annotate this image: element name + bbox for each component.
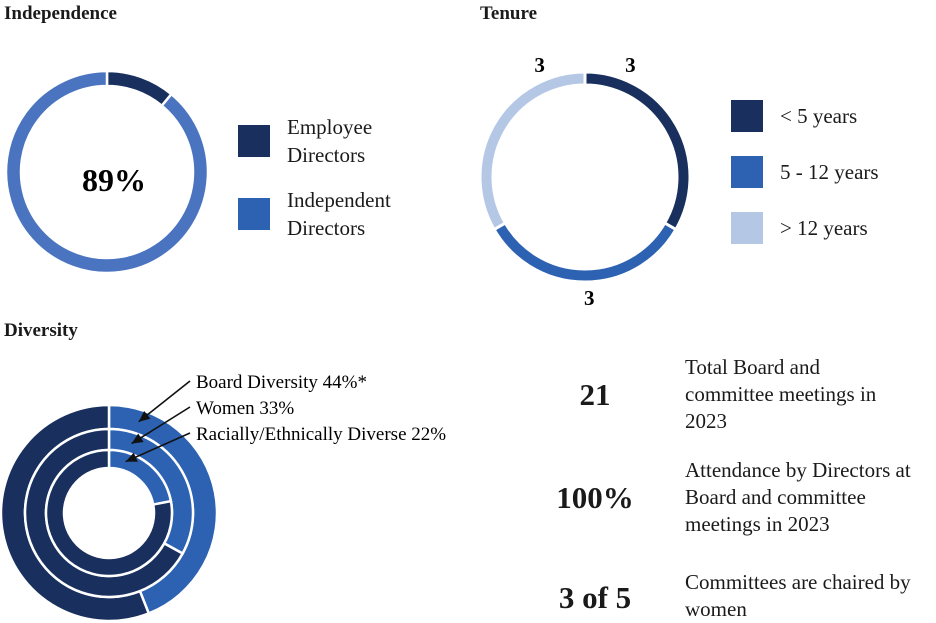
tenure-value-label-12-years: 3 [584, 286, 595, 310]
independence-center-value: 89% [82, 162, 146, 198]
meetings-count-value: 21 [579, 377, 611, 412]
tenure-slice-12-years [478, 70, 587, 232]
diversity-arrow-head-1 [138, 410, 151, 422]
tenure-slice-5-12-years [492, 220, 678, 284]
independence-legend-employee: Employee Directors [238, 113, 372, 169]
diversity-ring-3-remainder [44, 448, 174, 578]
diversity-arrow-line-3 [125, 432, 191, 463]
meetings-count-description: Total Board and committee meetings in 20… [685, 355, 877, 433]
independence-title: Independence [4, 3, 117, 24]
lt5-years-swatch [731, 100, 763, 132]
diversity-title: Diversity [4, 320, 78, 341]
diversity-nested-donut-chart: Board Diversity 44%* Women 33% Racially/… [0, 372, 446, 623]
tenure-legend-5-12: 5 - 12 years [731, 156, 879, 188]
tenure-slice-5-years [583, 70, 692, 232]
tenure-value-label-5-12-years: 3 [625, 53, 636, 77]
gt12-years-swatch [731, 212, 763, 244]
attendance-value: 100% [556, 480, 634, 515]
tenure-title: Tenure [480, 3, 538, 24]
5-12-years-swatch [731, 156, 763, 188]
independent-directors-label: Independent Directors [287, 188, 391, 240]
independence-slice-independent-directors [4, 69, 210, 275]
tenure-legend-gt12: > 12 years [731, 212, 868, 244]
committees-chaired-description: Committees are chaired by women [685, 570, 911, 621]
independence-legend-independent: Independent Directors [238, 186, 391, 242]
tenure-donut-chart: 3 3 3 [478, 53, 692, 310]
independence-donut-chart: 89% [4, 69, 210, 275]
5-12-years-label: 5 - 12 years [780, 160, 879, 184]
diversity-arrow-head-2 [131, 433, 144, 444]
attendance-description: Attendance by Directors at Board and com… [685, 458, 911, 536]
lt5-years-label: < 5 years [780, 104, 858, 128]
diversity-arrow-line-2 [131, 406, 191, 445]
independence-slice-employee-directors [105, 69, 174, 108]
employee-directors-swatch [238, 125, 270, 157]
board-diversity-annotation: Board Diversity 44%* [196, 372, 367, 393]
tenure-value-label-5-years: 3 [534, 53, 545, 77]
committees-chaired-value: 3 of 5 [558, 580, 632, 615]
tenure-legend-lt5: < 5 years [731, 100, 857, 132]
racially-ethnically-diverse-annotation: Racially/Ethnically Diverse 22% [196, 424, 446, 445]
employee-directors-label: Employee Directors [287, 115, 373, 167]
diversity-arrow-head-3 [125, 452, 138, 462]
independent-directors-swatch [238, 198, 270, 230]
women-annotation: Women 33% [196, 398, 294, 419]
gt12-years-label: > 12 years [780, 216, 868, 240]
